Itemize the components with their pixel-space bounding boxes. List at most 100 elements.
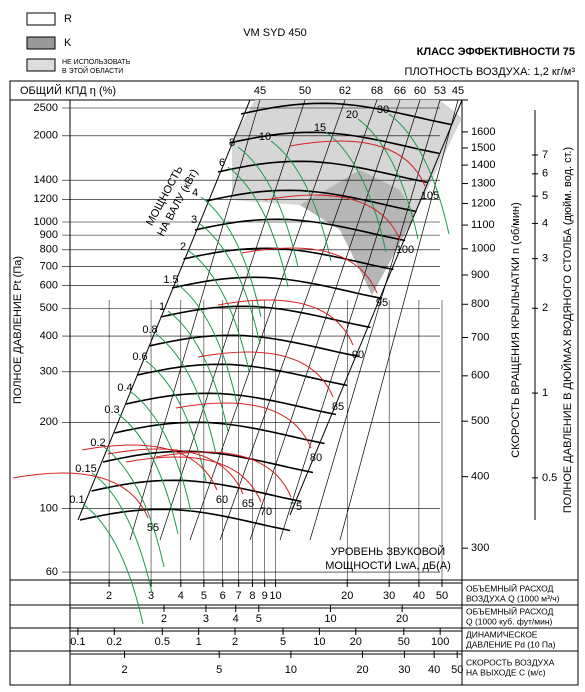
x-tick-label: 20 [341,590,353,602]
power-curve [130,391,192,513]
rpm-axis-label: СКОРОСТЬ ВРАЩЕНИЯ КРЫЛЬЧАТКИ n (об/мин) [510,202,522,458]
sound-curve [241,247,378,294]
legend-r: R [64,13,72,25]
legend-k: K [64,37,72,49]
power-value: 3 [191,214,197,226]
y-tick-label: 600 [40,279,58,291]
power-value: 0.15 [75,463,96,475]
y-tick-label: 1000 [34,216,58,228]
rpm-tick-label: 1600 [471,126,495,138]
row-label: НА ВЫХОДЕ C (м/с) [466,667,546,677]
power-curve [176,283,238,405]
power-value: 8 [229,137,235,149]
power-curve [155,333,217,455]
x-tick-label: 20 [396,613,408,625]
inwc-tick-label: 0.5 [542,472,557,484]
row-label: СКОРОСТЬ ВОЗДУХА [466,657,555,667]
rpm-tick-label: 1000 [471,243,495,255]
inwc-axis-label: ПОЛНОЕ ДАВЛЕНИЕ В ДЮЙМАХ ВОДЯНОГО СТОЛБА… [561,147,574,513]
rpm-tick-label: 1300 [471,177,495,189]
fan-curve [91,479,302,503]
y-tick-label: 60 [46,566,58,578]
fan-curve [125,392,337,416]
y-axis-label: ПОЛНОЕ ДАВЛЕНИЕ Pt (Па) [12,256,24,404]
x-tick-label: 3 [203,613,209,625]
x-tick-label: 50 [398,636,410,648]
x-tick-label: 2 [121,664,127,676]
inwc-tick-label: 3 [542,253,548,265]
rpm-tick-label: 500 [471,415,489,427]
sound-value: 75 [290,501,302,513]
power-value: 10 [259,131,271,143]
inwc-tick-label: 2 [542,302,548,314]
fan-curve [137,363,348,387]
fan-curve [160,305,371,329]
efficiency-value: 53 [434,85,446,97]
sound-value: 70 [260,506,272,518]
y-tick-label: 200 [40,416,58,428]
sound-value: 100 [396,244,414,256]
efficiency-value: 66 [394,85,406,97]
power-value: 2 [180,241,186,253]
efficiency-class: КЛАСС ЭФФЕКТИВНОСТИ 75 [417,46,575,58]
sound-value: 80 [310,452,322,464]
x-tick-label: 3 [148,590,154,602]
rpm-tick-label: 900 [471,269,489,281]
sound-value: 90 [352,349,364,361]
y-tick-label: 900 [40,229,58,241]
efficiency-label: ОБЩИЙ КПД η (%) [20,84,116,97]
y-tick-label: 500 [40,302,58,314]
rpm-tick-label: 700 [471,331,489,343]
power-value: 4 [192,187,198,199]
efficiency-value: 50 [299,85,311,97]
sound-curve [12,472,149,519]
efficiency-ray [249,99,401,541]
row-label: ВОЗДУХА Q (1000 м³/ч) [466,593,560,603]
efficiency-ray [129,99,261,541]
k-region [300,170,415,295]
rpm-tick-label: 1100 [471,219,495,231]
inwc-tick-label: 6 [542,168,548,180]
x-tick-label: 5 [256,613,262,625]
inwc-tick-label: 1 [542,387,548,399]
sound-value: 85 [332,401,344,413]
sound-curve [107,448,244,495]
fan-curve [240,102,452,126]
power-curve [91,472,153,594]
x-tick-label: 5 [201,590,207,602]
efficiency-ray [279,99,421,541]
x-tick-label: 5 [280,636,286,648]
rpm-tick-label: 400 [471,471,489,483]
power-curve [200,196,262,318]
legend-swatch-r [26,12,56,26]
efficiency-value: 68 [371,85,383,97]
sound-value: 60 [216,494,228,506]
power-value: 0.3 [104,404,119,416]
x-tick-label: 20 [350,636,362,648]
boundary [77,99,251,521]
x-tick-label: 5 [216,664,222,676]
power-curve [388,113,450,235]
y-tick-label: 700 [40,260,58,272]
x-tick-label: 30 [383,590,395,602]
power-value: 0.4 [117,382,132,394]
efficiency-value: 62 [339,85,351,97]
power-value: 6 [219,157,225,169]
x-tick-label: 4 [178,590,184,602]
sound-curve [175,402,312,449]
fan-curve [79,508,291,532]
sound-label: УРОВЕНЬ ЗВУКОВОЙ [331,545,445,558]
y-tick-label: 400 [40,330,58,342]
x-tick-label: 50 [436,590,448,602]
y-tick-label: 100 [40,502,58,514]
efficiency-ray [339,99,459,541]
fan-curve [171,276,383,300]
x-tick-label: 40 [428,664,440,676]
y-tick-label: 1400 [34,174,58,186]
sound-value: 65 [242,498,254,510]
power-curve [82,503,144,625]
fan-curve [229,131,440,155]
y-tick-label: 800 [40,244,58,256]
row-label: ДИНАМИЧЕСКОЕ [466,629,538,639]
